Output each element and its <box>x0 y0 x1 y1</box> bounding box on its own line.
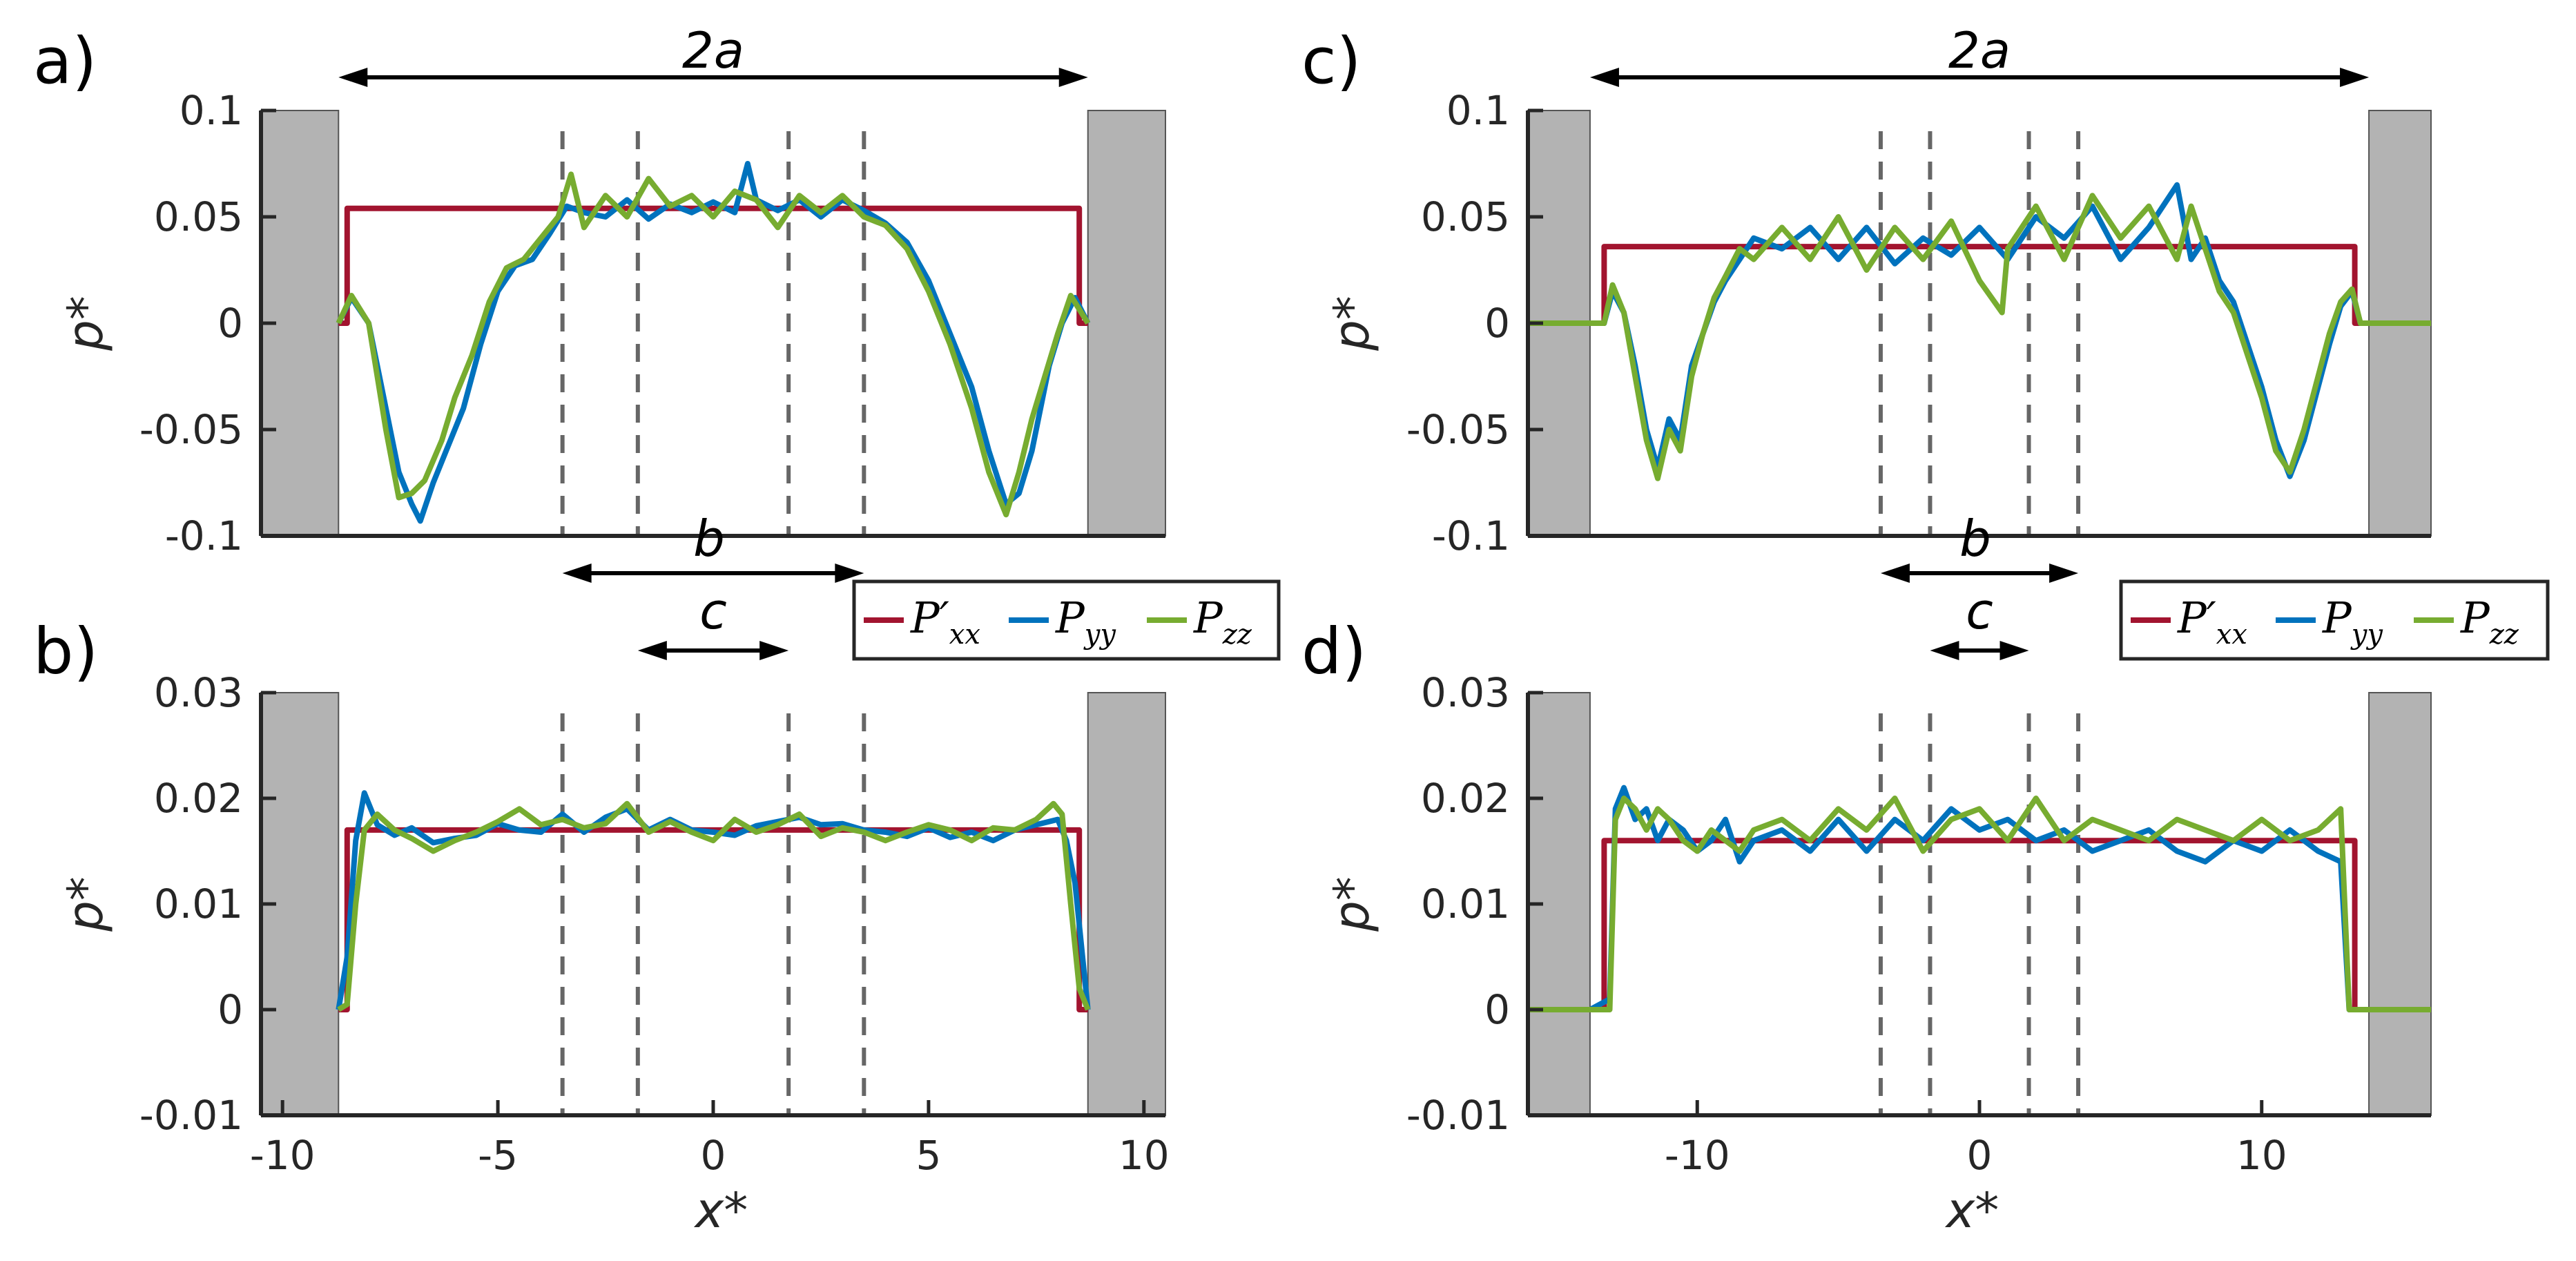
y-tick-label: -0.1 <box>165 512 243 559</box>
y-tick-label: 0.03 <box>1421 669 1510 716</box>
x-tick-label: 5 <box>916 1132 941 1179</box>
panel-letter: b) <box>33 615 98 689</box>
y-tick-label: -0.05 <box>139 406 243 453</box>
label-c: c <box>1966 582 1993 640</box>
panel-d: -0.01 0 0.01 0.02 0.03 -10 0 10 p* x* d) <box>1301 615 2432 1239</box>
legend-base: P <box>2322 593 2352 643</box>
legend-subscript: xx <box>2216 619 2247 651</box>
y-axis-label: p* <box>1324 876 1380 932</box>
y-tick-label: 0.01 <box>1421 880 1510 927</box>
label-2a: 2a <box>1948 21 2011 79</box>
legend-base: P <box>1193 593 1223 643</box>
arrow-b-head-left <box>1880 564 1910 583</box>
label-b: b <box>1959 510 1991 568</box>
arrow-c-head-left <box>1930 641 1959 660</box>
series-line-pprime-xx <box>1589 838 2370 1012</box>
arrow-b-head-right <box>2049 564 2079 583</box>
y-tick-label: 0.05 <box>154 193 243 240</box>
y-axis-label: p* <box>1324 296 1380 351</box>
legend-left: P′xx Pyy Pzz <box>852 579 1281 661</box>
y-tick-label: 0 <box>217 300 243 347</box>
y-tick-label: 0 <box>1484 986 1510 1033</box>
y-tick-label: 0.02 <box>1421 775 1510 822</box>
right-wall <box>1087 110 1166 537</box>
series-line-pyy <box>1589 784 2370 1012</box>
series-line-pprime-xx <box>338 205 1088 326</box>
y-tick-label: 0.02 <box>154 775 243 822</box>
legend-base: P′ <box>910 593 949 643</box>
legend-base: P <box>1055 593 1085 643</box>
series-line-pzz <box>1528 193 2431 481</box>
x-tick-label: 0 <box>701 1132 726 1179</box>
label-c: c <box>699 582 727 640</box>
y-tick-label: -0.01 <box>139 1092 243 1139</box>
legend-box <box>852 579 1281 661</box>
y-axis-label: p* <box>57 876 114 932</box>
panel-a: -0.1 -0.05 0 0.05 0.1 p* a) 2a bc <box>33 21 1166 660</box>
legend-label-pzz: Pzz <box>1193 593 1252 651</box>
legend-subscript: xx <box>949 619 980 651</box>
series-line-pzz <box>336 171 1091 518</box>
legend-label-pyy: Pyy <box>2322 593 2383 651</box>
x-axis-label: x* <box>694 1182 748 1239</box>
y-tick-label: 0 <box>217 986 243 1033</box>
panel-letter: d) <box>1301 615 1366 689</box>
x-tick-label: 10 <box>1118 1132 1170 1179</box>
y-tick-label: 0.03 <box>154 669 243 716</box>
y-tick-label: -0.1 <box>1432 512 1510 559</box>
arrow-c-head-left <box>637 641 667 660</box>
legend-label-pyy: Pyy <box>1055 593 1116 651</box>
legend-subscript: zz <box>2489 619 2519 651</box>
x-tick-label: 10 <box>2236 1132 2287 1179</box>
x-tick-label: -5 <box>478 1132 518 1179</box>
legend-label-pxx: P′xx <box>910 593 980 651</box>
right-wall <box>2368 692 2432 1116</box>
arrow-2a-head-left <box>1589 68 1619 87</box>
x-tick-label: -10 <box>1665 1132 1730 1179</box>
y-tick-label: 0.1 <box>180 87 243 134</box>
label-b: b <box>693 510 725 568</box>
y-tick-label: 0.1 <box>1446 87 1510 134</box>
y-axis-label: p* <box>57 296 114 351</box>
panel-letter: a) <box>33 24 97 98</box>
right-wall <box>1087 692 1166 1116</box>
series-line-pyy <box>1589 182 2370 479</box>
legend-subscript: yy <box>1083 619 1117 651</box>
legend-subscript: zz <box>1222 619 1252 651</box>
y-tick-label: 0.05 <box>1421 193 1510 240</box>
panel-b: -0.01 0 0.01 0.02 0.03 -10 -5 0 5 10 p* x* b) <box>33 615 1170 1239</box>
arrow-2a-head-left <box>338 68 368 87</box>
arrow-b-head-right <box>835 564 864 583</box>
arrow-2a-head-right <box>1058 68 1088 87</box>
label-2a: 2a <box>682 21 744 79</box>
y-tick-label: -0.05 <box>1406 406 1510 453</box>
arrow-b-head-left <box>562 564 592 583</box>
series-line-pyy <box>336 161 1091 524</box>
x-tick-label: 0 <box>1967 1132 1993 1179</box>
legend-base: P′ <box>2177 593 2216 643</box>
series-line-pzz <box>1528 796 2431 1012</box>
series-line-pzz <box>337 800 1091 1012</box>
arrow-2a-head-right <box>2340 68 2370 87</box>
legend-label-pzz: Pzz <box>2460 593 2519 651</box>
panel-letter: c) <box>1301 24 1361 98</box>
x-tick-label: -10 <box>250 1132 316 1179</box>
y-tick-label: 0.01 <box>154 880 243 927</box>
legend-right: P′xx Pyy Pzz <box>2119 579 2550 661</box>
legend-label-pxx: P′xx <box>2177 593 2247 651</box>
legend-subscript: yy <box>2350 619 2384 651</box>
y-tick-label: -0.01 <box>1406 1092 1510 1139</box>
series-line-pprime-xx <box>338 827 1088 1012</box>
legend-box <box>2119 579 2550 661</box>
arrow-c-head-right <box>759 641 789 660</box>
panel-c: -0.1 -0.05 0 0.05 0.1 p* c) 2a bc <box>1301 21 2432 660</box>
arrow-c-head-right <box>1999 641 2029 660</box>
y-tick-label: 0 <box>1484 300 1510 347</box>
legend-base: P <box>2460 593 2490 643</box>
series-line-pyy <box>336 790 1091 1010</box>
x-axis-label: x* <box>1945 1182 1999 1239</box>
